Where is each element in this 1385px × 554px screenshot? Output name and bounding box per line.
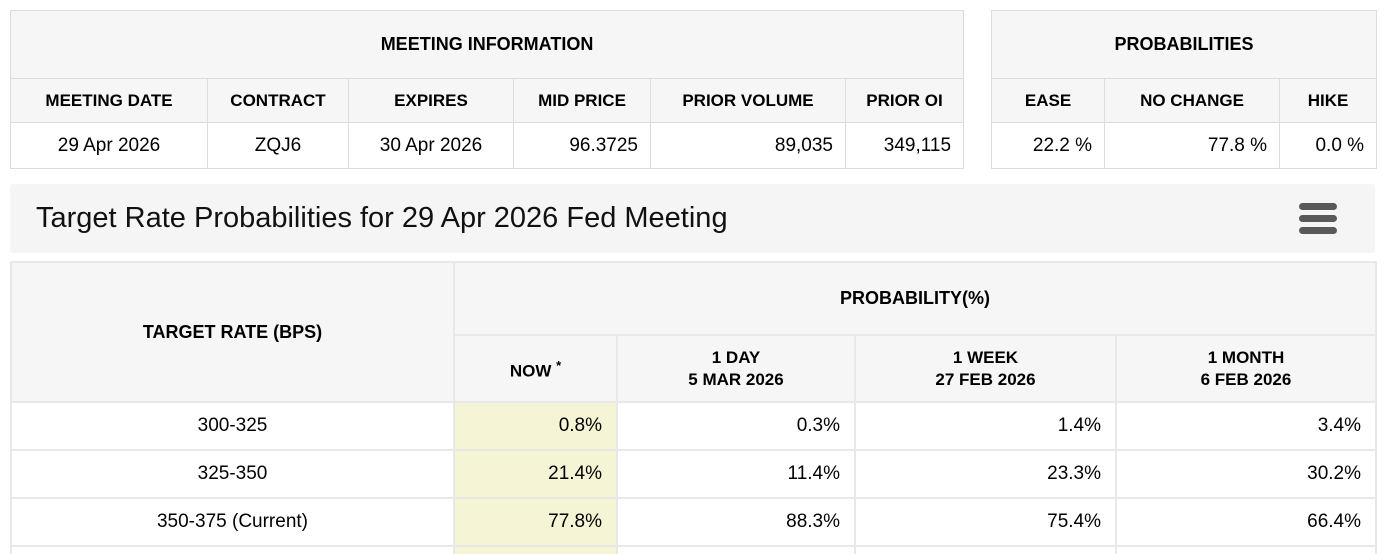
hamburger-bar (1299, 203, 1337, 210)
col-header-no-change: NO CHANGE (1104, 78, 1281, 123)
table-row: 300-325 0.8% 0.3% 1.4% 3.4% (10, 401, 1377, 451)
day-probability (616, 545, 856, 554)
col-header-prior-volume: PRIOR VOLUME (650, 78, 846, 123)
col-header-target-rate-bps: TARGET RATE (BPS) (10, 261, 455, 403)
month-probability (1115, 545, 1377, 554)
one-month-label: 1 MONTH (1207, 347, 1285, 367)
col-header-now: NOW * (453, 334, 618, 403)
prior-volume-value: 89,035 (650, 122, 846, 169)
probabilities-table: PROBABILITIES EASE NO CHANGE HIKE 22.2 %… (991, 10, 1378, 169)
target-rate-label: 325-350 (10, 449, 455, 499)
page-title: Target Rate Probabilities for 29 Apr 202… (36, 202, 728, 234)
one-week-date: 27 FEB 2026 (935, 369, 1036, 389)
table-row: 350-375 (Current) 77.8% 88.3% 75.4% 66.4… (10, 497, 1377, 547)
month-probability: 3.4% (1115, 401, 1377, 451)
now-probability: 0.8% (453, 401, 618, 451)
top-summary-row: MEETING INFORMATION MEETING DATE CONTRAC… (0, 0, 1385, 169)
one-day-date: 5 MAR 2026 (688, 369, 784, 389)
day-probability: 11.4% (616, 449, 856, 499)
week-probability: 75.4% (854, 497, 1117, 547)
meeting-information-title: MEETING INFORMATION (9, 10, 965, 79)
now-probability: 77.8% (453, 497, 618, 547)
probabilities-row: 22.2 % 77.8 % 0.0 % (991, 122, 1378, 169)
one-week-label: 1 WEEK (952, 347, 1019, 367)
week-probability (854, 545, 1117, 554)
now-probability: 21.4% (453, 449, 618, 499)
meeting-information-row: 29 Apr 2026 ZQJ6 30 Apr 2026 96.3725 89,… (10, 122, 965, 169)
week-probability: 1.4% (854, 401, 1117, 451)
meeting-date-value: 29 Apr 2026 (10, 122, 208, 169)
col-header-1-day: 1 DAY 5 MAR 2026 (616, 334, 856, 403)
table-row: 325-350 21.4% 11.4% 23.3% 30.2% (10, 449, 1377, 499)
col-header-ease: EASE (991, 78, 1106, 123)
now-label: NOW (509, 361, 552, 381)
col-header-mid-price: MID PRICE (513, 78, 651, 123)
target-rate-label: 300-325 (10, 401, 455, 451)
table-row-clipped (10, 545, 1377, 554)
target-rate-label: 350-375 (Current) (10, 497, 455, 547)
day-probability: 88.3% (616, 497, 856, 547)
hamburger-bar (1299, 215, 1337, 222)
hamburger-menu-icon[interactable] (1295, 199, 1341, 238)
col-header-contract: CONTRACT (207, 78, 349, 123)
meeting-information-table: MEETING INFORMATION MEETING DATE CONTRAC… (9, 10, 965, 169)
hamburger-bar (1299, 227, 1337, 234)
expires-value: 30 Apr 2026 (348, 122, 514, 169)
col-header-prior-oi: PRIOR OI (844, 78, 965, 123)
target-rate-probabilities-table: TARGET RATE (BPS) PROBABILITY(%) NOW * 1… (10, 261, 1377, 554)
prior-oi-value: 349,115 (844, 122, 965, 169)
col-header-expires: EXPIRES (348, 78, 514, 123)
section-title-bar: Target Rate Probabilities for 29 Apr 202… (10, 184, 1375, 253)
col-header-1-week: 1 WEEK 27 FEB 2026 (854, 334, 1117, 403)
mid-price-value: 96.3725 (513, 122, 651, 169)
contract-value: ZQJ6 (207, 122, 349, 169)
day-probability: 0.3% (616, 401, 856, 451)
probabilities-title: PROBABILITIES (991, 10, 1378, 79)
now-asterisk: * (556, 357, 562, 373)
hike-value: 0.0 % (1279, 122, 1378, 169)
col-header-hike: HIKE (1279, 78, 1378, 123)
one-month-date: 6 FEB 2026 (1200, 369, 1292, 389)
target-rate-label (10, 545, 455, 554)
one-day-label: 1 DAY (711, 347, 761, 367)
month-probability: 66.4% (1115, 497, 1377, 547)
col-header-meeting-date: MEETING DATE (10, 78, 208, 123)
col-header-1-month: 1 MONTH 6 FEB 2026 (1115, 334, 1377, 403)
ease-value: 22.2 % (991, 122, 1106, 169)
col-header-probability-group: PROBABILITY(%) (453, 261, 1377, 336)
now-probability (453, 545, 618, 554)
no-change-value: 77.8 % (1104, 122, 1281, 169)
month-probability: 30.2% (1115, 449, 1377, 499)
week-probability: 23.3% (854, 449, 1117, 499)
